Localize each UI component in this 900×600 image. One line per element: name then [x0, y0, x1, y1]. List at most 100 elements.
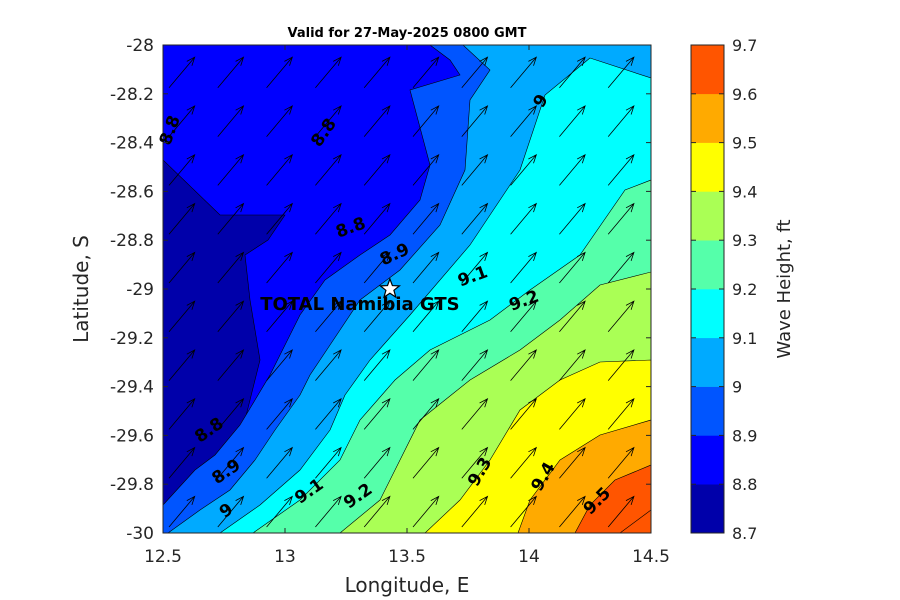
wave-arrow-41 [363, 446, 391, 479]
colorbar-swatch-3 [691, 337, 724, 387]
wave-arrow-29 [266, 56, 293, 89]
y-tick-label: -28.6 [110, 182, 154, 202]
colorbar-tick-label: 9.1 [732, 329, 757, 348]
y-tick-label: -30 [126, 524, 154, 544]
wave-arrow-8 [168, 105, 196, 137]
wave-arrow-30 [315, 495, 342, 528]
colorbar-tick-label: 9.5 [732, 134, 757, 153]
wave-arrow-90 [607, 495, 635, 528]
wave-arrow-21 [266, 446, 293, 479]
wave-arrow-20 [266, 495, 293, 528]
colorbar-tick-label: 8.9 [732, 426, 757, 445]
colorbar-title: Wave Height, ft [774, 219, 795, 358]
wave-arrow-48 [363, 105, 391, 137]
wave-arrow-85 [559, 251, 586, 284]
wave-arrow-95 [607, 251, 635, 284]
wave-arrow-70 [510, 495, 537, 528]
wave-arrow-53 [412, 349, 440, 381]
x-tick-label: 12.5 [144, 547, 182, 567]
wave-arrow-71 [510, 446, 537, 479]
y-tick-label: -28 [126, 36, 154, 56]
wave-arrow-15 [217, 251, 245, 284]
wave-arrow-81 [559, 446, 586, 479]
y-tick-label: -29.8 [110, 475, 154, 495]
wave-arrow-17 [217, 153, 245, 186]
colorbar-swatch-5 [691, 240, 724, 290]
x-tick-label: 13 [274, 547, 296, 567]
wave-arrow-42 [363, 397, 391, 430]
wave-arrow-24 [266, 300, 293, 333]
wave-arrow-80 [559, 495, 586, 528]
wave-arrow-87 [559, 153, 586, 186]
colorbar-swatch-1 [691, 435, 724, 485]
colorbar-swatch-7 [691, 142, 724, 192]
wave-arrow-44 [363, 300, 391, 333]
wave-arrow-27 [266, 153, 293, 186]
wave-arrow-5 [168, 251, 196, 284]
colorbar-tick-label: 9.7 [732, 36, 757, 55]
wave-arrow-74 [510, 300, 537, 333]
wave-arrow-94 [607, 300, 635, 333]
wave-arrow-63 [461, 349, 489, 381]
wave-arrow-72 [510, 397, 537, 430]
wave-arrow-6 [168, 202, 196, 235]
wave-arrow-13 [217, 349, 245, 381]
wave-arrow-84 [559, 300, 586, 333]
wave-arrow-99 [607, 56, 635, 89]
wave-arrow-60 [461, 495, 489, 528]
wave-arrow-37 [315, 153, 342, 186]
wave-arrow-82 [559, 397, 586, 430]
wave-arrow-59 [412, 56, 440, 89]
colorbar-tick-label: 9.2 [732, 280, 757, 299]
station-label: TOTAL Namibia GTS [260, 294, 459, 315]
colorbar-tick-label: 9.6 [732, 85, 757, 104]
wave-direction-arrows [168, 56, 635, 528]
wave-arrow-96 [607, 202, 635, 235]
wave-arrow-23 [266, 349, 293, 381]
wave-arrow-50 [412, 495, 440, 528]
wave-arrow-25 [266, 251, 293, 284]
wave-arrow-49 [363, 56, 391, 89]
x-tick-label: 14 [518, 547, 540, 567]
wave-arrow-9 [168, 56, 196, 89]
colorbar-swatch-0 [691, 484, 724, 534]
wave-arrow-78 [510, 105, 537, 137]
contour-band-9.6 [574, 464, 651, 533]
wave-arrow-98 [607, 105, 635, 137]
wave-arrow-56 [412, 202, 440, 235]
wave-arrow-65 [461, 251, 489, 284]
wave-arrow-38 [315, 105, 342, 137]
wave-arrow-14 [217, 300, 245, 333]
colorbar-tick-label: 9 [732, 378, 742, 397]
y-tick-label: -28.4 [110, 134, 154, 154]
wave-arrow-45 [363, 251, 391, 284]
colorbar: 8.7 8.8 8.9 9 9.1 9.2 9.3 9.4 9.5 9.6 9.7 [690, 36, 757, 543]
wave-arrow-75 [510, 251, 537, 284]
wave-arrow-18 [217, 105, 245, 137]
chart-title: Valid for 27-May-2025 0800 GMT [288, 26, 527, 41]
wave-arrow-92 [607, 397, 635, 430]
y-tick-label: -29.2 [110, 329, 154, 349]
wave-arrow-91 [607, 446, 635, 479]
y-tick-label: -29.6 [110, 426, 154, 446]
wave-arrow-4 [168, 300, 196, 333]
wave-arrow-10 [217, 495, 245, 528]
wave-arrow-36 [315, 202, 342, 235]
colorbar-tick-label: 9.4 [732, 182, 757, 201]
colorbar-swatch-9 [691, 45, 724, 95]
wave-arrow-35 [315, 251, 342, 284]
wave-arrow-19 [217, 56, 245, 89]
wave-arrow-40 [363, 495, 391, 528]
wave-arrow-61 [461, 446, 489, 479]
colorbar-swatch-8 [691, 93, 724, 143]
wave-arrow-58 [412, 105, 440, 137]
wave-arrow-32 [315, 397, 342, 430]
wave-arrow-11 [217, 446, 245, 479]
wave-arrow-46 [363, 202, 391, 235]
wave-arrow-66 [461, 202, 489, 235]
wave-arrow-28 [266, 105, 293, 137]
y-tick-label: -29.4 [110, 378, 154, 398]
x-axis-title: Longitude, E [345, 573, 470, 597]
